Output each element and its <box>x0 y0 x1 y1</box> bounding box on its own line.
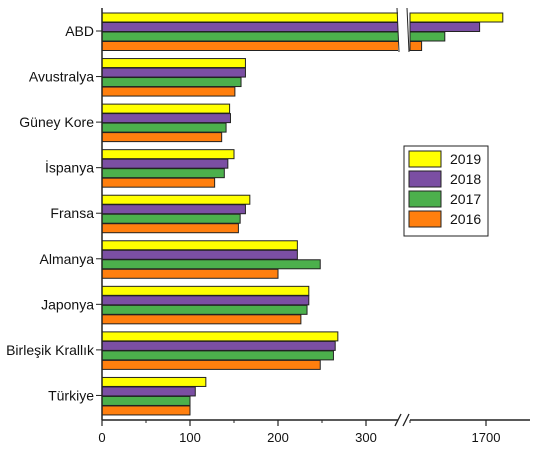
bar-2019-6 <box>101 285 310 296</box>
category-label: Birleşik Krallık <box>6 342 95 358</box>
bar-2018-5 <box>101 249 298 260</box>
bar-2018-0-a <box>101 22 401 32</box>
bar-2019-4 <box>101 194 251 205</box>
bar-2017-1 <box>101 77 242 88</box>
category-label: Avustralya <box>29 69 94 85</box>
bar-2017-6 <box>101 304 308 315</box>
category-label: Japonya <box>41 296 94 312</box>
legend-label-2016: 2016 <box>450 211 481 227</box>
legend-swatch-2016 <box>408 210 442 228</box>
category-label: Fransa <box>50 205 94 221</box>
category-label: İspanya <box>45 159 94 176</box>
bar-2017-8 <box>101 395 191 406</box>
category-labels: ABD Avustralya Güney Kore İspanya Fransa Alma… <box>6 23 102 403</box>
bar-2017-0-b <box>409 31 446 42</box>
category-label: Türkiye <box>48 387 94 403</box>
bar-2018-0-b <box>409 22 481 32</box>
bar-2018-2 <box>101 113 231 124</box>
bar-2016-6 <box>101 314 302 325</box>
bar-2017-4 <box>101 213 241 224</box>
bar-2019-8 <box>101 376 207 387</box>
bar-2016-3 <box>101 177 216 188</box>
bar-2018-6 <box>101 295 310 306</box>
bar-2019-1 <box>101 58 246 69</box>
bar-2019-3 <box>101 149 235 160</box>
x-tick-label: 1700 <box>472 430 501 445</box>
bar-2016-7 <box>101 359 321 370</box>
bar-2017-5 <box>101 259 321 270</box>
axis-break-mark <box>394 413 402 427</box>
x-tick-label: 200 <box>267 430 289 445</box>
bar-2016-1 <box>101 86 236 97</box>
legend-swatch-2019 <box>408 150 442 168</box>
bar-2019-7 <box>101 331 339 342</box>
bar-2017-3 <box>101 168 225 179</box>
bar-2016-2 <box>101 132 223 143</box>
bar-2018-7 <box>101 340 336 351</box>
legend-swatch-2017 <box>408 190 442 208</box>
bar-2019-0-a <box>101 12 401 23</box>
bar-2017-2 <box>101 122 227 133</box>
bar-2018-3 <box>101 158 229 169</box>
bar-2019-2 <box>101 103 231 114</box>
legend-swatch-2018 <box>408 170 442 188</box>
bars-group <box>101 12 504 416</box>
bar-break-line <box>396 7 400 53</box>
legend-label-2019: 2019 <box>450 151 481 167</box>
bar-2017-7 <box>101 350 334 361</box>
bar-2016-0-a <box>101 41 401 51</box>
bar-2016-4 <box>101 223 239 234</box>
bar-2018-4 <box>101 204 246 215</box>
bar-2018-8 <box>101 386 196 397</box>
legend: 2019 2018 2017 2016 <box>403 145 489 237</box>
legend-label-2018: 2018 <box>450 171 481 187</box>
x-tick-labels: 0 100 200 300 1700 <box>98 420 500 445</box>
bar-2017-0-a <box>101 31 401 42</box>
bar-2019-0-b <box>409 12 504 23</box>
bar-2016-0-b <box>409 41 423 51</box>
bar-2016-5 <box>101 268 279 279</box>
bar-break-gap <box>398 8 408 52</box>
category-label: ABD <box>65 23 94 39</box>
legend-label-2017: 2017 <box>450 191 481 207</box>
x-tick-label: 300 <box>355 430 377 445</box>
bar-2019-5 <box>101 240 298 251</box>
axis-break-mark <box>402 413 410 427</box>
category-label: Almanya <box>40 251 95 267</box>
x-tick-label: 0 <box>98 430 105 445</box>
x-tick-label: 100 <box>179 430 201 445</box>
bar-break-line <box>406 7 410 53</box>
category-label: Güney Kore <box>19 114 94 130</box>
bar-2018-1 <box>101 67 246 78</box>
bar-2016-8 <box>101 405 191 416</box>
